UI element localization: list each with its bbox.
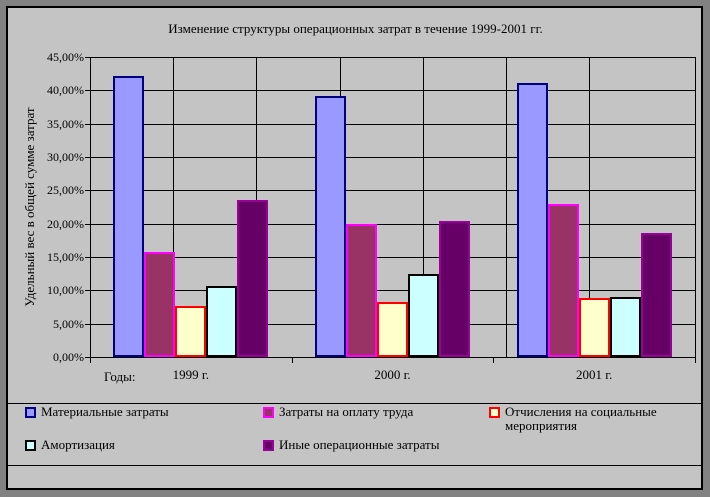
bar-5-2001 г. [640,233,672,357]
x-category-label: 1999 г. [172,367,210,382]
legend-label-5: Иные операционные затраты [279,437,440,452]
y-tick-label: 30,00% [47,150,84,164]
y-tick-mark [85,257,90,258]
bar-2-2001 г. [547,204,579,357]
h-gridline [90,57,695,58]
y-tick-mark [85,323,90,325]
legend-swatch-3 [489,407,500,418]
bar-2-1999 г. [144,252,176,357]
bar-1-1999 г. [113,76,145,357]
y-tick-label: 15,00% [47,250,84,264]
bar-1-2000 г. [315,96,346,357]
h-gridline [90,257,695,258]
h-gridline [90,157,695,158]
v-gridline [173,57,175,357]
h-gridline [90,123,695,125]
bar-5-2000 г. [439,221,470,357]
legend-swatch-5 [263,440,274,451]
y-tick-label: 40,00% [47,83,84,98]
y-tick-mark [85,123,90,125]
x-tick-mark [90,357,91,363]
bar-4-2000 г. [408,274,439,357]
legend-swatch-4 [25,440,36,451]
y-tick-mark [85,223,90,225]
x-tick-mark [291,357,293,363]
y-tick-mark [85,357,90,358]
bar-5-1999 г. [237,200,269,357]
y-axis-line [90,57,91,357]
v-gridline [589,57,591,357]
legend-swatch-1 [25,407,36,418]
y-tick-mark [85,57,90,58]
h-gridline [90,90,695,92]
chart-title: Изменение структуры операционных затрат … [168,21,543,36]
y-tick-label: 45,00% [47,50,84,64]
y-axis-title: Удельный вес в общей сумме затрат [22,107,37,307]
x-axis-label: Годы: [104,369,136,384]
v-gridline [422,57,424,357]
h-gridline [90,223,695,225]
plot-right-border [695,57,696,358]
y-tick-label: 20,00% [47,216,84,231]
y-tick-mark [85,157,90,158]
bar-3-2001 г. [578,298,610,357]
y-tick-mark [85,90,90,92]
x-category-label: 2001 г. [575,367,613,382]
y-tick-label: 0,00% [53,350,84,364]
y-tick-mark [85,190,90,192]
bar-3-2000 г. [377,302,408,357]
bar-1-2001 г. [516,83,548,357]
bar-2-2000 г. [346,224,377,357]
h-gridline [90,290,695,292]
bar-4-1999 г. [206,286,238,357]
x-tick-mark [493,357,495,363]
bar-3-1999 г. [175,306,207,357]
y-tick-label: 10,00% [47,283,84,298]
x-axis-line [90,357,695,358]
x-category-label: 2000 г. [374,367,411,382]
v-gridline [506,57,507,357]
y-tick-label: 35,00% [47,116,84,131]
legend-label-2: Затраты на оплату труда [279,404,414,419]
y-tick-label: 25,00% [47,183,84,198]
y-tick-label: 5,00% [53,316,84,331]
legend-divider-bottom [8,465,702,466]
legend-label-3: Отчисления на социальные мероприятия [505,404,657,433]
legend-swatch-2 [263,407,274,418]
legend-label-1: Материальные затраты [41,404,169,419]
legend-divider-top [8,403,702,404]
bar-4-2001 г. [609,297,641,357]
h-gridline [90,190,695,192]
legend-label-4: Амортизация [41,437,115,452]
x-tick-mark [695,357,696,363]
y-tick-mark [85,290,90,292]
